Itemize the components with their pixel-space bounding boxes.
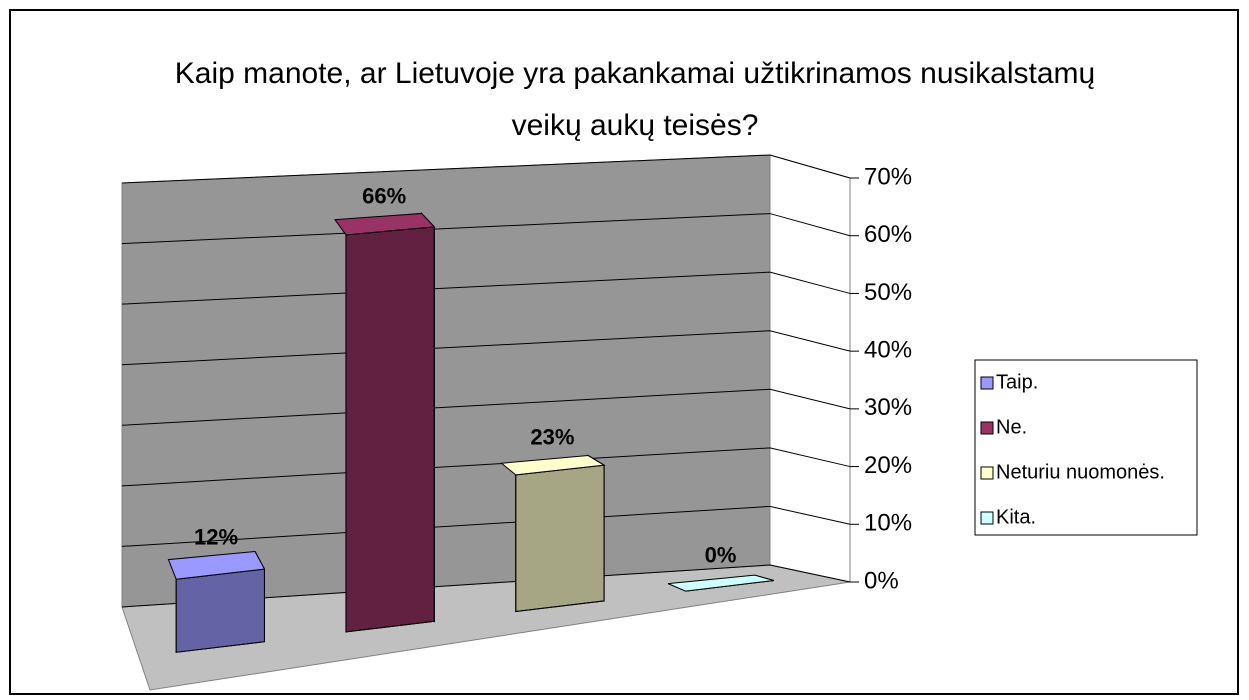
legend-swatch (980, 511, 994, 525)
bar-front-shade (345, 226, 435, 633)
y-tick-label: 70% (864, 163, 912, 190)
bar-front-shade (175, 568, 265, 653)
grid-line (121, 505, 851, 547)
grid-line (121, 447, 851, 487)
value-label: 66% (362, 184, 406, 209)
legend-box (974, 359, 1198, 536)
grid-line (121, 154, 851, 184)
legend-swatch (980, 421, 994, 435)
bar (667, 574, 774, 592)
bar-front-shade (515, 464, 605, 613)
y-tick-label: 50% (864, 279, 912, 306)
bar (500, 454, 606, 613)
y-tick-label: 60% (864, 221, 912, 248)
bar-top (667, 574, 774, 592)
y-tick-label: 20% (864, 452, 912, 479)
bar (334, 212, 436, 633)
legend-label: Ne. (996, 416, 1027, 438)
legend-label: Taip. (996, 371, 1038, 393)
grid-line (121, 271, 851, 305)
side-wall (769, 154, 851, 583)
legend-label: Kita. (996, 506, 1036, 528)
grid-line (121, 564, 851, 608)
grid-line (121, 330, 851, 366)
y-tick-label: 30% (864, 394, 912, 421)
bar-top (500, 455, 606, 476)
value-label: 12% (194, 525, 238, 550)
bar-top (334, 212, 436, 236)
grid-line (121, 213, 851, 245)
y-tick-label: 0% (864, 567, 899, 594)
value-label: 23% (530, 425, 574, 450)
chart-title: Kaip manote, ar Lietuvoje yra pakankamai… (174, 57, 1096, 142)
legend-swatch (980, 466, 994, 480)
grid-line (121, 388, 851, 426)
y-tick-label: 40% (864, 336, 912, 363)
bar-top (167, 551, 266, 580)
legend-label: Neturiu nuomonės. (996, 461, 1165, 483)
bar (167, 551, 266, 653)
legend-swatch (980, 376, 994, 390)
value-label: 0% (705, 542, 737, 567)
y-tick-label: 10% (864, 510, 912, 537)
